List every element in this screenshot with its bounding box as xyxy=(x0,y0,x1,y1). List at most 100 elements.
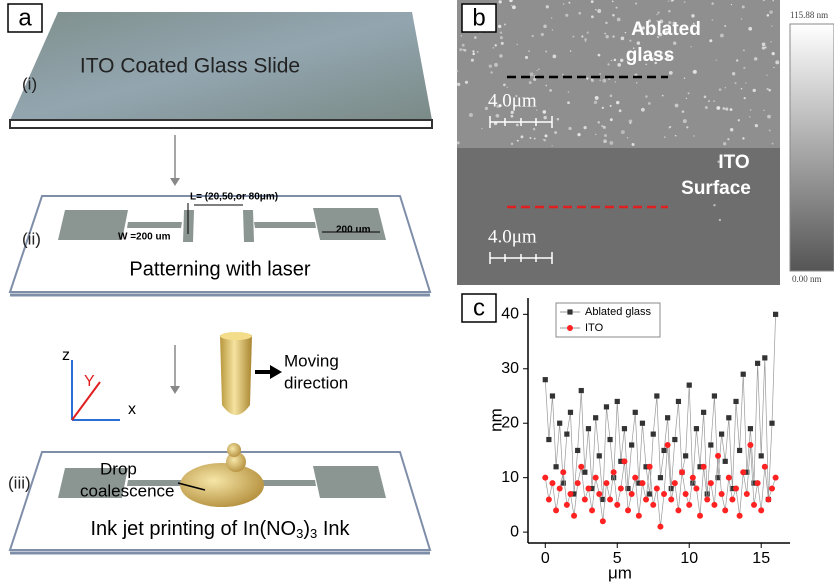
speckle xyxy=(465,81,468,84)
marker xyxy=(640,421,645,426)
marker xyxy=(762,464,768,470)
channel xyxy=(254,222,316,228)
nozzle xyxy=(220,335,252,415)
speckle xyxy=(772,143,774,145)
speckle xyxy=(711,2,714,5)
marker xyxy=(639,480,645,486)
speckle xyxy=(730,108,733,111)
speckle xyxy=(586,77,588,79)
speckle xyxy=(668,1,669,2)
speckle xyxy=(595,134,597,136)
speckle xyxy=(610,105,612,107)
speckle xyxy=(668,10,671,13)
speckle xyxy=(741,18,743,20)
speckle xyxy=(743,67,745,69)
panel-label: b xyxy=(472,4,485,31)
speckle xyxy=(517,140,519,142)
colorbar-max: 115.88 nm xyxy=(790,10,828,20)
speckle xyxy=(684,1,686,3)
marker xyxy=(708,442,713,447)
step-caption: Patterning with laser xyxy=(129,258,311,280)
marker xyxy=(683,491,689,497)
x-tick-label: 10 xyxy=(680,550,698,567)
speckle xyxy=(568,91,569,92)
speckle xyxy=(767,88,769,90)
speckle xyxy=(562,74,563,75)
marker xyxy=(593,415,598,420)
marker xyxy=(762,355,767,360)
speckle xyxy=(719,219,721,221)
speckle xyxy=(742,5,745,8)
marker xyxy=(629,491,635,497)
marker xyxy=(737,448,742,453)
speckle xyxy=(601,125,603,127)
axis-letter: Y xyxy=(84,373,95,390)
speckle xyxy=(725,87,726,88)
speckle xyxy=(544,139,546,141)
speckle xyxy=(463,49,465,51)
speckle xyxy=(578,12,581,15)
speckle xyxy=(570,50,571,51)
speckle xyxy=(616,101,619,104)
speckle xyxy=(604,33,606,35)
speckle xyxy=(675,104,679,108)
caption-part: ) xyxy=(303,518,310,540)
speckle xyxy=(521,135,524,138)
speckle xyxy=(538,68,539,69)
speckle xyxy=(693,70,697,74)
speckle xyxy=(552,29,553,30)
legend-marker xyxy=(567,309,572,314)
speckle xyxy=(598,54,601,57)
speckle xyxy=(722,107,725,110)
ink-drop xyxy=(180,463,264,507)
marker xyxy=(557,486,563,492)
speckle xyxy=(656,14,657,15)
region-label: Surface xyxy=(681,178,751,199)
speckle xyxy=(567,101,570,104)
speckle xyxy=(532,35,534,37)
marker xyxy=(747,442,753,448)
marker xyxy=(607,437,612,442)
marker xyxy=(647,464,653,470)
marker xyxy=(553,507,559,513)
marker xyxy=(553,464,558,469)
colorbar xyxy=(790,24,834,271)
speckle xyxy=(648,102,651,105)
speckle xyxy=(625,32,626,33)
marker xyxy=(737,513,743,519)
marker xyxy=(719,491,725,497)
page: {"panel_a": {"label": "a", "slide_i": {"… xyxy=(0,0,834,584)
speckle xyxy=(709,39,712,42)
marker xyxy=(701,410,706,415)
marker xyxy=(593,475,599,481)
speckle xyxy=(494,63,498,67)
marker xyxy=(604,404,609,409)
y-tick-label: 40 xyxy=(501,306,519,323)
speckle xyxy=(731,4,732,5)
speckle xyxy=(477,51,479,53)
marker xyxy=(751,502,757,508)
speckle xyxy=(632,143,635,146)
speckle xyxy=(675,135,677,137)
marker xyxy=(661,448,666,453)
marker xyxy=(683,453,688,458)
speckle xyxy=(612,14,615,17)
speckle xyxy=(543,25,547,29)
speckle xyxy=(607,63,609,65)
speckle xyxy=(536,70,537,71)
speckle xyxy=(762,42,766,46)
speckle xyxy=(773,67,774,68)
speckle xyxy=(723,142,726,145)
speckle xyxy=(489,65,492,68)
speckle xyxy=(568,2,570,4)
speckle xyxy=(605,35,608,38)
pad-label: 200 um xyxy=(336,225,371,236)
marker xyxy=(758,507,764,513)
marker xyxy=(723,459,728,464)
speckle xyxy=(736,59,738,61)
marker xyxy=(719,432,724,437)
marker xyxy=(712,393,717,398)
marker xyxy=(597,453,602,458)
speckle xyxy=(621,37,625,41)
speckle xyxy=(683,119,687,123)
